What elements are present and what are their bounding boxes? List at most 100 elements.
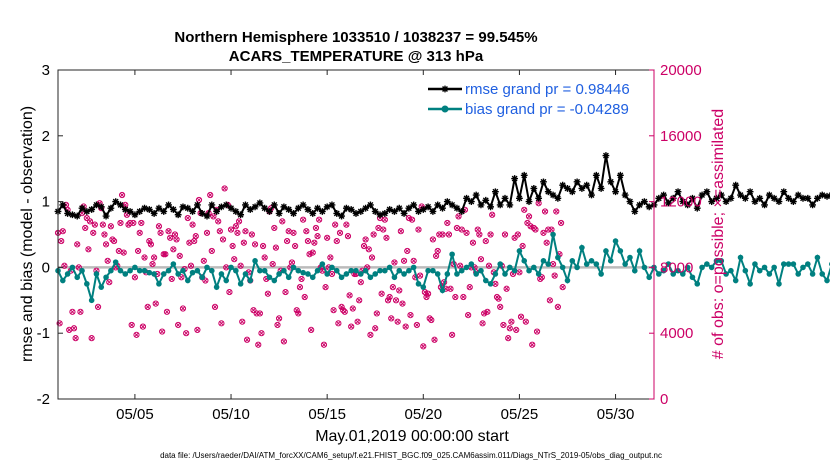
obs-count-marker <box>335 320 342 327</box>
bias-point <box>60 277 66 284</box>
bias-point <box>333 267 340 274</box>
bias-point <box>795 271 801 277</box>
bias-point <box>704 261 710 267</box>
bias-point <box>660 267 667 274</box>
rmse-point <box>405 204 413 212</box>
obs-count-marker <box>543 239 550 246</box>
y-axis-right-label: # of obs: o=possible; ×=assimilated <box>710 109 727 359</box>
obs-count-marker <box>106 279 113 286</box>
obs-count-marker <box>288 259 296 266</box>
bias-point <box>478 267 484 274</box>
rmse-point <box>453 204 461 212</box>
rmse-point <box>342 204 350 212</box>
rmse-point <box>333 210 341 217</box>
obs-count-marker <box>104 257 111 264</box>
obs-count-marker <box>301 293 308 301</box>
bias-point <box>809 271 816 277</box>
obs-count-marker <box>149 261 156 268</box>
bias-point <box>603 248 609 254</box>
rmse-point <box>698 191 706 199</box>
rmse-point <box>780 188 788 196</box>
obs-count-marker <box>117 219 124 227</box>
obs-count-marker <box>314 233 321 240</box>
rmse-point <box>568 188 576 196</box>
bias-point <box>74 274 81 281</box>
rmse-point <box>169 206 177 213</box>
obs-count-marker <box>85 246 92 253</box>
rmse-point <box>218 203 225 211</box>
obs-count-marker <box>336 229 344 236</box>
bias-point <box>732 277 739 284</box>
bias-point <box>752 261 758 267</box>
rmse-point <box>78 204 86 212</box>
bias-point <box>410 264 417 271</box>
obs-count-marker <box>131 274 139 281</box>
bias-point <box>285 274 292 281</box>
bias-point <box>401 271 407 277</box>
obs-count-marker <box>466 284 473 291</box>
rmse-point <box>419 206 427 213</box>
bias-point <box>559 264 566 271</box>
bias-point <box>88 297 95 304</box>
y-right-tick-label: 0 <box>660 391 668 408</box>
obs-count-marker <box>372 325 379 332</box>
rmse-point <box>496 201 504 209</box>
bias-point <box>607 258 614 264</box>
rmse-point <box>150 210 158 217</box>
rmse-point <box>112 198 120 205</box>
rmse-point <box>636 201 643 209</box>
obs-count-marker <box>420 343 427 350</box>
obs-count-marker <box>505 335 512 342</box>
obs-count-marker <box>402 323 409 330</box>
bias-point <box>103 274 109 281</box>
bias-point <box>622 261 628 267</box>
obs-count-marker <box>501 231 509 238</box>
bias-point <box>583 261 590 267</box>
rmse-point <box>708 198 716 205</box>
rmse-point <box>554 194 562 202</box>
obs-count-marker <box>269 261 276 268</box>
obs-count-marker <box>77 308 84 315</box>
obs-count-marker <box>163 308 171 315</box>
obs-count-marker <box>157 229 164 236</box>
rmse-point <box>765 191 773 199</box>
obs-count-marker <box>373 310 380 317</box>
obs-count-marker <box>231 256 238 263</box>
rmse-point <box>237 211 245 219</box>
obs-count-marker <box>522 318 529 325</box>
obs-count-marker <box>344 233 352 240</box>
rmse-point <box>429 208 437 215</box>
obs-count-marker <box>458 226 465 233</box>
rmse-point <box>280 203 288 211</box>
rmse-point <box>564 185 571 192</box>
bias-point <box>670 271 677 277</box>
rmse-point <box>323 203 331 211</box>
obs-count-marker <box>397 228 404 235</box>
rmse-point <box>540 178 547 186</box>
obs-count-marker <box>107 223 114 230</box>
obs-count-marker <box>130 219 137 227</box>
obs-count-marker <box>187 262 195 269</box>
rmse-point <box>689 194 696 202</box>
obs-count-marker <box>431 336 438 343</box>
bias-point <box>463 264 470 271</box>
bias-point <box>526 267 532 274</box>
rmse-point <box>83 208 91 215</box>
obs-count-marker <box>482 237 489 245</box>
y-right-tick-label: 16000 <box>660 128 702 145</box>
obs-count-marker <box>118 191 126 199</box>
bias-point <box>631 267 638 274</box>
bias-point <box>391 274 398 281</box>
rmse-point <box>285 206 293 213</box>
rmse-point <box>73 212 81 220</box>
bias-point <box>588 258 595 264</box>
obs-count-marker <box>410 257 417 264</box>
bias-point <box>444 271 451 277</box>
obs-count-marker <box>147 241 155 248</box>
rmse-point <box>184 204 192 212</box>
bias-point <box>593 261 600 267</box>
obs-count-marker <box>70 325 78 332</box>
obs-count-marker <box>82 224 89 232</box>
bias-point <box>492 271 499 277</box>
obs-count-marker <box>407 312 414 319</box>
